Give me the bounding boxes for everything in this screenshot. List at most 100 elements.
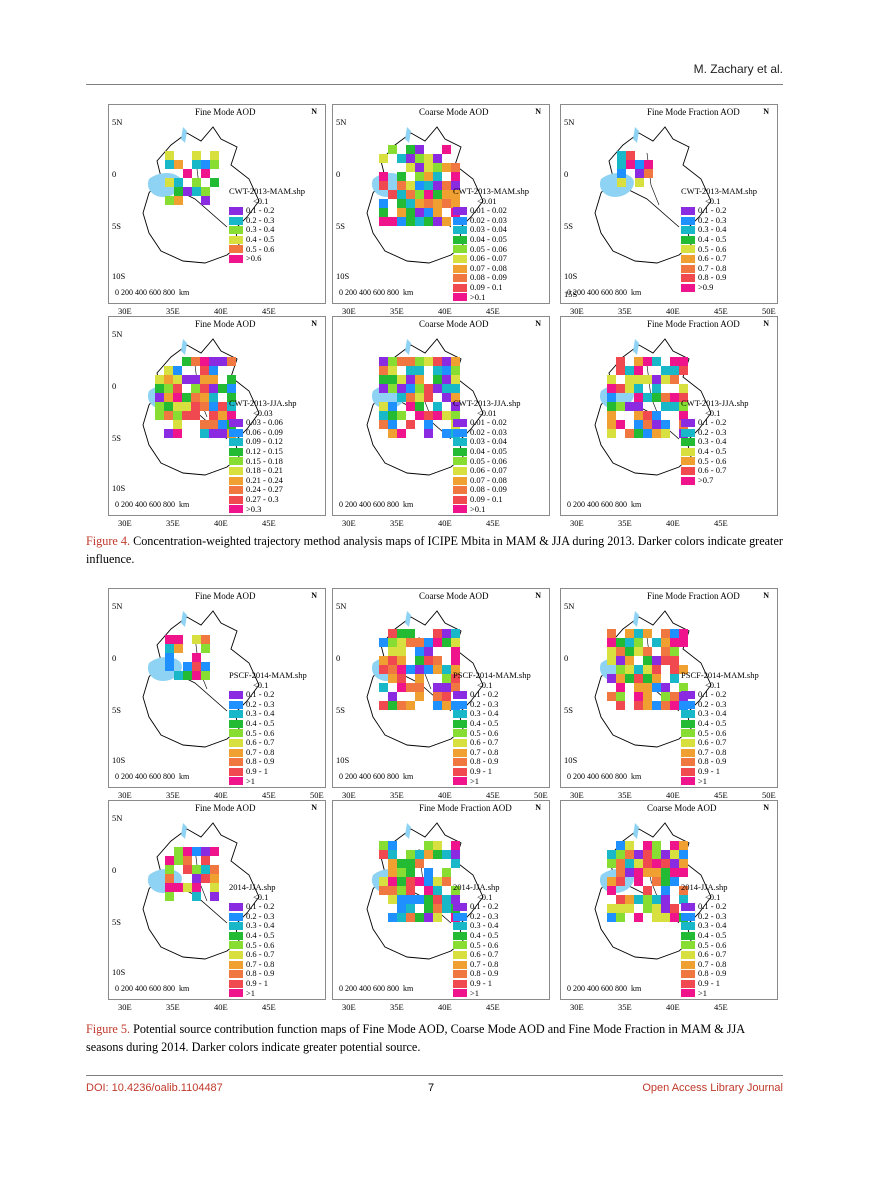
legend-item: >0.3	[229, 504, 296, 515]
legend-item: <0.1	[453, 680, 531, 691]
scale-bar-ticks: 0 200 400 600 800	[567, 500, 627, 509]
legend-label: 0.1 - 0.2	[698, 901, 727, 912]
map-title: Fine Mode Fraction AOD	[647, 107, 740, 117]
legend-label: 0.5 - 0.6	[698, 455, 727, 466]
legend-item: 0.02 - 0.03	[453, 427, 520, 438]
legend-item: >0.1	[453, 292, 529, 303]
grid-cell	[451, 674, 460, 683]
legend-swatch	[229, 941, 243, 950]
grid-cell	[607, 692, 616, 701]
grid-cell	[616, 913, 625, 922]
legend-label: 0.4 - 0.5	[698, 233, 727, 244]
grid-cell	[165, 856, 174, 865]
grid-cell	[415, 357, 424, 366]
figure-5-label[interactable]: Figure 5.	[86, 1022, 131, 1036]
legend-swatch	[681, 941, 695, 950]
grid-cell	[616, 841, 625, 850]
legend-swatch	[229, 970, 243, 979]
legend-label: <0.1	[253, 679, 269, 690]
map-graphic	[142, 338, 260, 476]
legend-swatch	[453, 970, 467, 979]
grid-cell	[397, 895, 406, 904]
latitude-label: 0	[112, 381, 117, 391]
header-rule	[86, 84, 783, 85]
grid-cell	[191, 393, 200, 402]
grid-cell	[182, 411, 191, 420]
legend-item: 0.7 - 0.8	[229, 959, 276, 970]
legend-label: >0.9	[698, 281, 714, 292]
grid-cell	[191, 375, 200, 384]
grid-cell	[192, 160, 201, 169]
legend-swatch	[453, 216, 467, 225]
grid-cell	[415, 877, 424, 886]
legend-label: 0.05 - 0.06	[470, 455, 507, 466]
scale-bar-ticks: 0 200 400 600 800	[115, 500, 175, 509]
legend-item: 0.6 - 0.7	[681, 466, 748, 476]
longitude-label: 30E	[570, 306, 584, 316]
legend-label: 0.1 - 0.2	[470, 901, 499, 912]
legend-label: 0.8 - 0.9	[698, 272, 727, 283]
legend-swatch	[453, 428, 467, 437]
grid-cell	[388, 366, 397, 375]
grid-cell	[406, 665, 415, 674]
grid-cell	[433, 904, 442, 913]
legend-swatch	[229, 476, 243, 485]
legend-label: 0.6 - 0.7	[470, 949, 499, 960]
scale-bar: 0 200 400 600 800 km	[567, 772, 641, 781]
longitude-label: 40E	[214, 790, 228, 800]
longitude-axis: 30E 35E 40E 45E 50E	[560, 790, 778, 802]
legend-item: 0.1 - 0.2	[681, 418, 748, 428]
legend-item: 0.2 - 0.3	[681, 215, 757, 226]
grid-cell	[415, 656, 424, 665]
latitude-label: 10S	[112, 271, 126, 281]
grid-cell	[634, 895, 643, 904]
grid-cell	[406, 190, 415, 199]
grid-cell	[652, 895, 661, 904]
legend-item: <0.1	[681, 680, 759, 691]
legend-item: 0.5 - 0.6	[681, 728, 759, 739]
footer-journal-link[interactable]: Open Access Library Journal	[642, 1082, 783, 1094]
latitude-label: 10S	[112, 755, 126, 765]
grid-cell	[442, 199, 451, 208]
legend-title: PSCF-2014-MAM.shp	[229, 670, 307, 680]
latitude-label: 5S	[112, 433, 121, 443]
legend-item: 0.2 - 0.3	[453, 699, 531, 710]
legend-label: 0.1 - 0.2	[246, 205, 275, 216]
grid-cell	[424, 181, 433, 190]
longitude-label: 30E	[570, 1002, 584, 1012]
legend-label: 0.27 - 0.3	[246, 493, 279, 504]
grid-cell	[415, 674, 424, 683]
scale-bar-ticks: 0 200 400 600 800	[339, 500, 399, 509]
grid-cell	[661, 647, 670, 656]
legend-item: 0.27 - 0.3	[229, 493, 296, 505]
grid-cell	[174, 196, 183, 205]
figure-4-label[interactable]: Figure 4.	[86, 534, 131, 548]
longitude-label: 50E	[762, 790, 776, 800]
longitude-label: 40E	[666, 306, 680, 316]
grid-cell	[424, 638, 433, 647]
legend-swatch	[681, 476, 695, 485]
grid-cell	[442, 145, 451, 154]
legend-item: 0.1 - 0.2	[453, 690, 531, 700]
grid-cell	[625, 841, 634, 850]
legend-item: >1	[229, 776, 307, 787]
map-panel: Fine Mode AOD N 5N 0 5S 10S PSCF-2014-MAM.shp <…	[108, 588, 326, 788]
legend-title: CWT-2013-JJA.shp	[229, 398, 297, 408]
legend-swatch	[681, 447, 695, 456]
grid-cell	[652, 868, 661, 877]
grid-cell	[442, 904, 451, 913]
grid-cell	[200, 393, 209, 402]
grid-cell	[670, 656, 679, 665]
grid-cell	[379, 683, 388, 692]
footer-doi-link[interactable]: DOI: 10.4236/oalib.1104487	[86, 1082, 223, 1094]
grid-cell	[451, 665, 460, 674]
grid-cell	[192, 151, 201, 160]
legend-swatch	[229, 486, 243, 495]
scale-bar-unit: km	[179, 984, 190, 993]
map-panel: Fine Mode Fraction AOD N 5N 0 5S 10S 15S CWT-20…	[560, 104, 778, 304]
grid-cell	[165, 653, 174, 662]
grid-cell	[201, 662, 210, 671]
grid-cell	[451, 629, 460, 638]
legend-label: <0.1	[477, 891, 493, 902]
legend-swatch	[229, 729, 243, 738]
